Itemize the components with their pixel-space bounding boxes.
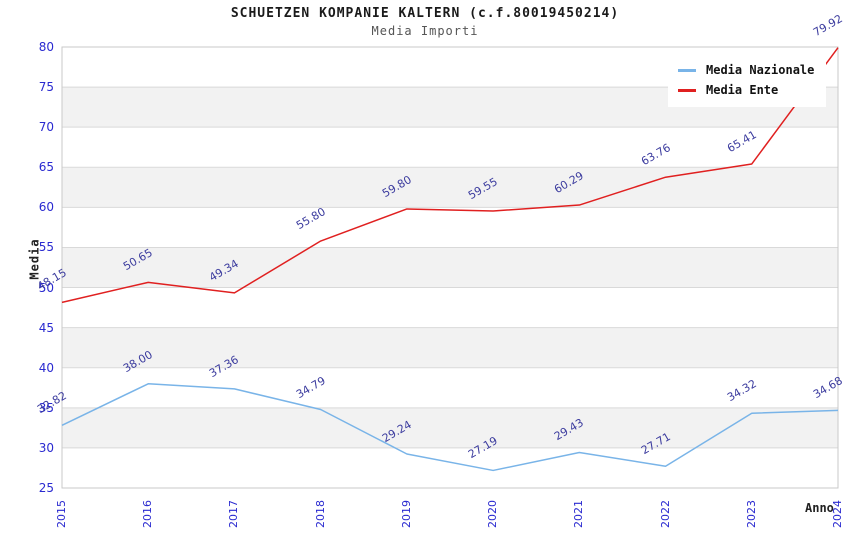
legend-line-swatch-blue	[678, 68, 696, 72]
chart-title: SCHUETZEN KOMPANIE KALTERN (c.f.80019450…	[230, 6, 620, 21]
y-tick-label: 65	[38, 160, 54, 175]
x-tick-label: 2023	[744, 500, 758, 528]
legend-item-media-nazionale: Media Nazionale	[678, 60, 814, 80]
x-tick-label: 2020	[486, 500, 500, 528]
x-tick-label: 2022	[658, 500, 672, 528]
y-tick-label: 75	[38, 80, 54, 95]
x-tick-label: 2018	[313, 500, 327, 528]
plot-band	[62, 247, 838, 288]
chart-legend: Media Nazionale Media Ente	[668, 55, 827, 107]
y-tick-label: 55	[38, 240, 54, 255]
x-tick-label: 2016	[141, 500, 155, 528]
y-tick-label: 70	[38, 120, 54, 135]
y-tick-label: 45	[38, 320, 54, 335]
legend-label: Media Nazionale	[706, 63, 815, 77]
series-line-media-ente	[61, 47, 839, 304]
x-tick-label: 2015	[55, 500, 68, 528]
legend-line-swatch-red	[678, 88, 696, 92]
y-tick-label: 80	[38, 40, 54, 54]
series-line-media-nazionale	[61, 383, 839, 472]
y-tick-label: 35	[38, 400, 54, 415]
chart-subtitle: Media Importi	[371, 24, 479, 38]
x-tick-label: 2019	[399, 500, 413, 528]
y-axis-title: Media	[27, 238, 42, 280]
plot-band	[62, 327, 838, 368]
legend-item-media-ente: Media Ente	[678, 80, 814, 100]
y-tick-label: 40	[38, 360, 54, 375]
y-tick-label: 25	[38, 481, 54, 495]
plot-band	[62, 407, 838, 448]
x-tick-label: 2021	[572, 500, 586, 528]
legend-label: Media Ente	[706, 83, 779, 97]
y-tick-label: 60	[38, 200, 54, 215]
x-axis-title: Anno	[805, 501, 834, 515]
x-tick-label: 2017	[227, 500, 241, 528]
y-tick-label: 50	[38, 280, 54, 295]
plot-border	[61, 46, 839, 489]
plot-band	[62, 167, 838, 208]
y-tick-label: 30	[38, 440, 54, 455]
